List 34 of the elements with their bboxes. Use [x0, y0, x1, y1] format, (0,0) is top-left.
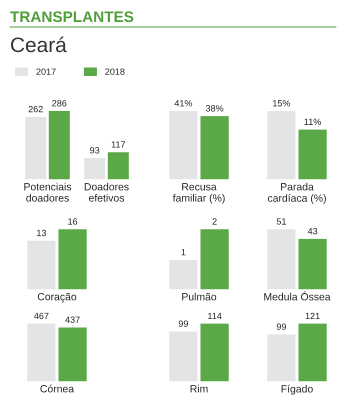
x-tick-label: Córnea — [40, 384, 74, 392]
data-label: 262 — [28, 106, 43, 112]
data-label: 15% — [273, 100, 290, 106]
legend-label: 2017 — [36, 68, 56, 75]
chart-subtitle: Ceará — [11, 36, 67, 52]
x-tick-label: Medula Óssea — [264, 291, 331, 300]
data-label: 467 — [34, 312, 48, 320]
chart-title: TRANSPLANTES — [10, 11, 134, 22]
data-label: 2 — [212, 218, 217, 225]
data-label: 99 — [178, 320, 188, 327]
data-label: 43 — [308, 228, 318, 234]
x-tick-label: Potenciais doadores — [24, 182, 72, 202]
data-label: 51 — [276, 218, 286, 225]
data-label: 93 — [90, 147, 100, 154]
x-tick-label: Pulmão — [182, 292, 216, 300]
data-label: 121 — [306, 312, 320, 320]
legend-label: 2018 — [105, 68, 125, 75]
data-label: 41% — [174, 100, 192, 106]
x-tick-label: Recusa familiar (%) — [172, 183, 225, 204]
x-tick-label: Parada cardíaca (%) — [268, 182, 326, 204]
x-tick-label: Rim — [190, 384, 208, 392]
data-label: 38% — [206, 105, 224, 112]
data-label: 13 — [37, 230, 46, 236]
data-label: 99 — [276, 323, 286, 330]
x-tick-label: Fígado — [282, 384, 313, 395]
data-label: 286 — [52, 100, 66, 106]
data-label: 11% — [304, 118, 321, 126]
data-label: 1 — [182, 249, 186, 256]
data-label: 114 — [208, 312, 222, 320]
x-tick-label: Coração — [38, 292, 76, 302]
data-label: 16 — [68, 218, 78, 225]
x-tick-label: Doadores efetivos — [84, 182, 129, 202]
data-label: 117 — [112, 141, 126, 148]
data-label: 437 — [65, 316, 80, 323]
